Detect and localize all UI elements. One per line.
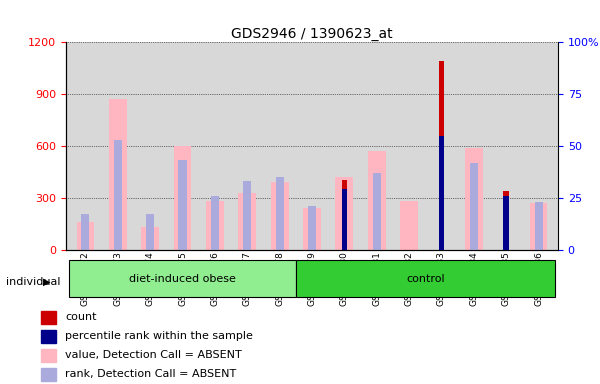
Bar xyxy=(238,193,256,250)
Bar xyxy=(271,182,289,250)
Bar xyxy=(82,214,89,250)
Bar xyxy=(341,189,347,250)
Bar xyxy=(373,173,381,250)
Text: percentile rank within the sample: percentile rank within the sample xyxy=(65,331,253,341)
Bar xyxy=(503,191,509,250)
Bar xyxy=(439,136,445,250)
Bar xyxy=(335,177,353,250)
Text: diet-induced obese: diet-induced obese xyxy=(129,274,236,284)
Text: rank, Detection Call = ABSENT: rank, Detection Call = ABSENT xyxy=(65,369,236,379)
Bar xyxy=(243,181,251,250)
Text: ▶: ▶ xyxy=(43,277,50,287)
Bar xyxy=(178,161,187,250)
Bar xyxy=(341,180,347,250)
Bar xyxy=(439,61,445,250)
Bar xyxy=(303,208,321,250)
Bar xyxy=(206,201,224,250)
Text: individual: individual xyxy=(6,277,61,287)
Bar xyxy=(275,177,284,250)
Bar xyxy=(470,162,478,250)
Bar xyxy=(41,311,56,324)
Bar xyxy=(400,201,418,250)
Text: value, Detection Call = ABSENT: value, Detection Call = ABSENT xyxy=(65,350,242,360)
Text: control: control xyxy=(406,274,445,284)
Bar xyxy=(141,227,159,250)
Text: count: count xyxy=(65,312,97,322)
Bar xyxy=(69,260,296,297)
Bar xyxy=(77,222,94,250)
Bar xyxy=(114,140,122,250)
Bar xyxy=(41,368,56,381)
Bar xyxy=(173,146,191,250)
Bar xyxy=(308,206,316,250)
Title: GDS2946 / 1390623_at: GDS2946 / 1390623_at xyxy=(231,27,393,41)
Bar xyxy=(41,349,56,362)
Bar xyxy=(41,330,56,343)
Bar xyxy=(109,99,127,250)
Bar xyxy=(146,214,154,250)
Bar xyxy=(503,196,509,250)
Bar xyxy=(211,196,219,250)
Bar xyxy=(535,202,542,250)
Bar xyxy=(530,203,547,250)
Bar xyxy=(296,260,555,297)
Bar xyxy=(465,148,483,250)
Bar xyxy=(368,151,386,250)
